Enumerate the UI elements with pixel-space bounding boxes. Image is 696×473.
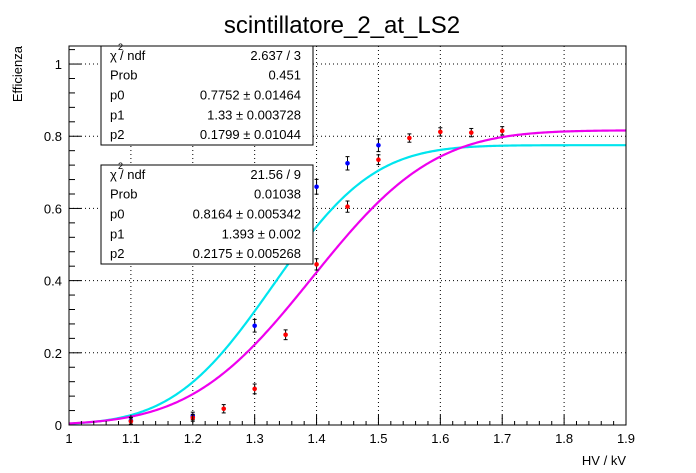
chart-title: scintillatore_2_at_LS2: [224, 12, 460, 39]
y-axis-title: Efficienza: [10, 45, 25, 102]
stats-box-1: χ2 / ndf 2.637 / 3 Prob 0.451 p0 0.7752 ± 0.0…: [100, 42, 314, 146]
y-tick-label: 0.4: [44, 274, 62, 289]
blue-data-point: [314, 184, 319, 190]
blue-data-point: [252, 323, 257, 329]
stats-value: 0.01038: [254, 187, 301, 202]
red-data-point: [438, 129, 443, 135]
blue-fit-curve: [68, 144, 626, 425]
x-tick-label: 1.5: [369, 431, 387, 446]
stats-value: 2.637 / 3: [250, 48, 301, 63]
stats-value: 1.393 ± 0.002: [222, 226, 301, 241]
stats-label: χ: [110, 48, 117, 63]
plot-frame: [68, 45, 627, 426]
y-tick-label: 0.6: [44, 201, 62, 216]
stats-value: 1.33 ± 0.003728: [207, 107, 301, 122]
x-tick-label: 1.1: [122, 431, 140, 446]
stats-label-suffix: / ndf: [120, 167, 146, 182]
axes: 1 1.1 1.2 1.3 1.4 1.5 1.6 1.7 1.8 1.9 0 0.2 0.4 0.6 0.…: [44, 49, 635, 446]
stats-value: 0.7752 ± 0.01464: [200, 87, 301, 102]
stats-value: 0.8164 ± 0.005342: [193, 206, 301, 221]
stats-label: Prob: [110, 187, 137, 202]
stats-label: p0: [110, 87, 124, 102]
blue-data-point: [345, 161, 350, 166]
x-tick-label: 1.4: [308, 431, 326, 446]
stats-value: 0.1799 ± 0.01044: [200, 127, 301, 142]
stats-box-2: χ2 / ndf 21.56 / 9 Prob 0.01038 p0 0.8164 ± 0…: [100, 161, 314, 265]
red-data-point: [499, 128, 505, 134]
x-tick-label: 1.9: [617, 431, 635, 446]
blue-data-point: [376, 142, 381, 148]
red-data-point: [407, 135, 412, 141]
stats-value: 0.451: [268, 68, 301, 83]
stats-label: Prob: [110, 68, 137, 83]
stats-label: p2: [110, 127, 124, 142]
stats-label-superscript: 2: [118, 161, 123, 171]
stats-label: p0: [110, 206, 124, 221]
y-tick-label: 1: [55, 57, 62, 72]
y-tick-label: 0.8: [44, 129, 62, 144]
red-data-point: [221, 406, 227, 412]
stats-label: p1: [110, 226, 124, 241]
red-data-point: [283, 332, 288, 338]
stats-label-superscript: 2: [118, 42, 123, 52]
red-fit-curve: [68, 129, 627, 425]
stats-box-frame: [100, 164, 314, 265]
x-tick-label: 1.2: [184, 431, 202, 446]
red-data-point: [376, 157, 381, 162]
x-tick-label: 1.7: [493, 431, 511, 446]
red-data-point: [468, 130, 474, 135]
fit-curves: [68, 129, 627, 425]
stats-label: p1: [110, 107, 124, 122]
stats-label-suffix: / ndf: [120, 48, 146, 63]
red-data-point: [252, 386, 257, 392]
x-tick-label: 1.8: [555, 431, 573, 446]
stats-value: 0.2175 ± 0.005268: [193, 246, 301, 261]
y-tick-label: 0.2: [44, 346, 62, 361]
stats-label: p2: [110, 246, 124, 261]
y-tick-label: 0: [55, 418, 62, 433]
stats-label: χ: [110, 167, 117, 182]
stats-value: 21.56 / 9: [250, 167, 301, 182]
red-data-point: [314, 262, 319, 267]
x-tick-label: 1: [65, 431, 72, 446]
x-tick-label: 1.6: [431, 431, 449, 446]
stats-box-frame: [100, 45, 314, 146]
x-axis-title: HV / kV: [582, 453, 626, 468]
x-tick-label: 1.3: [246, 431, 264, 446]
red-data-point: [345, 204, 350, 209]
